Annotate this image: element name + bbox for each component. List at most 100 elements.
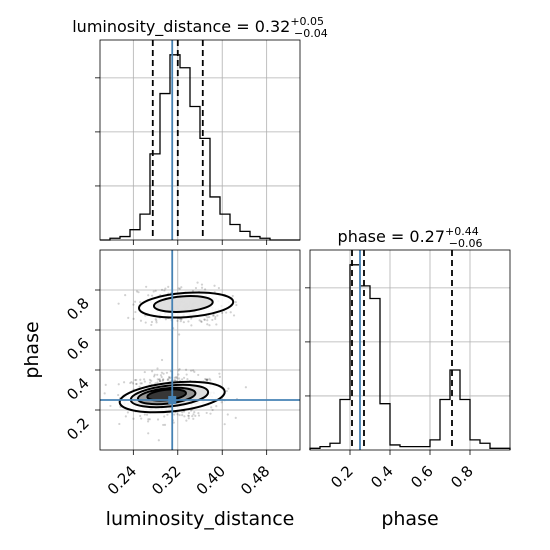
scatter-point (204, 288, 207, 291)
x-axis-label-phase: phase (381, 508, 438, 530)
y-tick-label-2d-2: 0.6 (63, 334, 93, 364)
scatter-point (178, 367, 181, 371)
scatter-point (218, 372, 221, 375)
scatter-point (206, 378, 209, 381)
scatter-point (139, 414, 142, 418)
scatter-point (183, 415, 186, 418)
quantile-lines-phase (351, 250, 453, 450)
scatter-point (189, 369, 193, 372)
grid-luminosity-distance-marginal (100, 40, 300, 240)
scatter-point (156, 373, 159, 376)
density-contours-2d (118, 291, 235, 414)
scatter-point (124, 415, 127, 418)
scatter-point (181, 378, 184, 381)
scatter-point (103, 392, 106, 395)
scatter-point (216, 314, 219, 317)
histogram-step-phase (309, 264, 511, 450)
scatter-point (154, 318, 157, 321)
y-tick-label-2d-0: 0.2 (63, 414, 93, 444)
scatter-point (208, 324, 211, 327)
x-tick-label-phase-0: 0.2 (327, 462, 357, 492)
scatter-point (134, 378, 137, 382)
scatter-point (150, 379, 153, 382)
scatter-point (189, 409, 193, 412)
scatter-point (156, 378, 159, 381)
scatter-point (205, 378, 208, 381)
scatter-point (157, 439, 160, 442)
truth-marker-2d (168, 396, 177, 404)
x-tick-label-phase-2: 0.6 (407, 462, 437, 492)
scatter-point (162, 372, 165, 375)
scatter-point (134, 310, 137, 314)
scatter-point (215, 323, 218, 326)
scatter-point (218, 375, 221, 378)
scatter-point (232, 314, 236, 317)
scatter-point (205, 378, 208, 381)
scatter-point (244, 386, 247, 389)
scatter-point (173, 379, 177, 382)
scatter-point (155, 321, 158, 324)
scatter-point (104, 383, 107, 386)
scatter-point (160, 375, 163, 379)
scatter-point (139, 378, 142, 381)
scatter-point (160, 288, 164, 291)
scatter-point (227, 387, 230, 390)
scatter-point (117, 302, 120, 305)
scatter-point (154, 289, 157, 292)
scatter-point (197, 373, 200, 377)
scatter-point (182, 376, 186, 379)
scatter-point (217, 286, 220, 290)
scatter-point (213, 284, 216, 287)
scatter-point (190, 317, 193, 320)
grid-2d (100, 250, 300, 450)
scatter-point (166, 378, 169, 381)
scatter-point (131, 382, 134, 385)
scatter-point (181, 414, 184, 417)
frame-phase-marginal (309, 249, 511, 451)
scatter-point (194, 414, 197, 417)
scatter-point (187, 414, 190, 418)
scatter-point (200, 283, 204, 286)
scatter-point (234, 301, 237, 304)
scatter-point (187, 414, 190, 417)
scatter-point (209, 412, 212, 415)
scatter-point (144, 321, 147, 324)
scatter-point (209, 379, 212, 382)
scatter-point (176, 413, 179, 416)
scatter-point (157, 378, 161, 381)
x-tick-label-phase-1: 0.4 (367, 462, 397, 492)
scatter-point (186, 378, 189, 381)
histogram-step-lum (100, 54, 300, 241)
scatter-point (163, 423, 167, 426)
scatter-point (135, 290, 139, 293)
scatter-point (193, 370, 196, 373)
scatter-point (192, 417, 195, 420)
scatter-point (178, 287, 182, 290)
y-tick-label-2d-3: 0.8 (63, 294, 93, 324)
scatter-point (140, 382, 143, 385)
scatter-point (132, 303, 135, 306)
scatter-point (210, 406, 213, 409)
scatter-point (167, 375, 171, 379)
scatter-point (147, 418, 150, 421)
scatter-point (214, 315, 217, 319)
scatter-point (143, 413, 146, 416)
histogram-luminosity-distance (100, 54, 300, 241)
scatter-point (183, 410, 186, 413)
scatter-point (140, 417, 143, 420)
scatter-point (133, 300, 137, 303)
scatter-point (212, 314, 215, 317)
scatter-point (148, 378, 151, 381)
frame-2d (99, 249, 301, 451)
scatter-point (139, 319, 143, 322)
scatter-point (220, 401, 223, 404)
scatter-point (139, 301, 142, 304)
scatter-point (135, 382, 138, 386)
scatter-point (206, 316, 209, 319)
scatter-point (135, 378, 138, 382)
scatter-point (169, 376, 172, 379)
scatter-point (156, 418, 160, 421)
scatter-point (135, 382, 138, 386)
scatter-point (225, 389, 228, 393)
